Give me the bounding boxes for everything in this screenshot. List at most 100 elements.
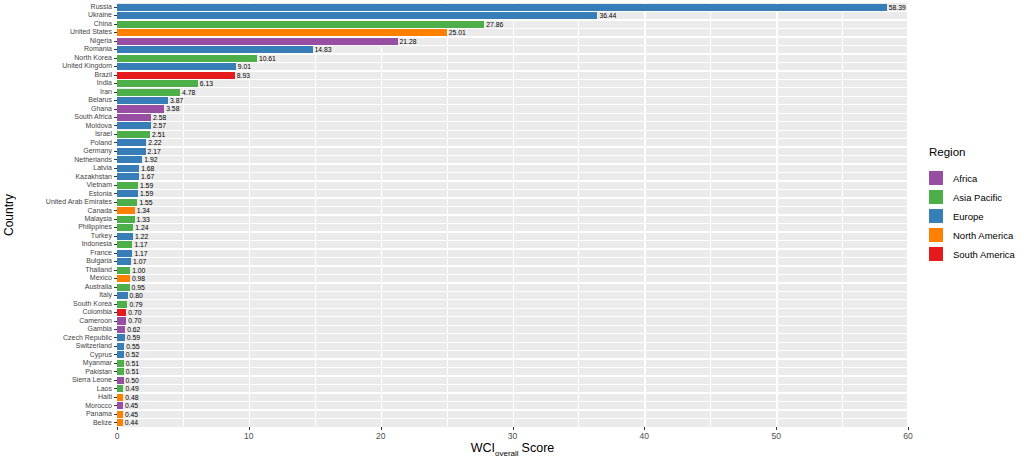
y-tick: [114, 15, 117, 16]
y-tick: [114, 236, 117, 237]
y-tick: [114, 422, 117, 423]
y-tick: [114, 295, 117, 296]
country-label: Belize: [0, 419, 112, 427]
bar: [117, 309, 126, 316]
x-axis-title-rest: Score: [522, 441, 555, 455]
bar-value-label: 4.78: [182, 89, 195, 96]
bar: [117, 63, 236, 70]
row-separator: [117, 96, 908, 97]
row-separator: [117, 401, 908, 402]
bar: [117, 21, 484, 28]
y-tick: [114, 346, 117, 347]
country-label: North Korea: [0, 54, 112, 62]
row-separator: [117, 274, 908, 275]
row-separator: [117, 206, 908, 207]
bar: [117, 411, 123, 418]
country-label: Switzerland: [0, 342, 112, 350]
x-tick-label: 50: [761, 431, 791, 441]
bar: [117, 351, 124, 358]
bar-value-label: 1.22: [135, 233, 148, 240]
bar: [117, 216, 135, 223]
bar-value-label: 2.17: [148, 148, 161, 155]
bar-value-label: 0.98: [132, 275, 145, 282]
country-label: United States: [0, 28, 112, 36]
y-tick: [114, 371, 117, 372]
x-tick-label: 30: [498, 431, 528, 441]
bar-value-label: 25.01: [449, 29, 466, 36]
y-tick: [114, 134, 117, 135]
country-label: China: [0, 20, 112, 28]
y-tick: [114, 7, 117, 8]
bar: [117, 80, 198, 87]
bar: [117, 419, 123, 426]
row-separator: [117, 375, 908, 376]
y-tick: [114, 244, 117, 245]
bar: [117, 131, 150, 138]
y-tick: [114, 117, 117, 118]
row-separator: [117, 248, 908, 249]
bar-value-label: 0.70: [128, 309, 141, 316]
x-axis-title-main: WCI: [471, 441, 495, 455]
bar-value-label: 1.07: [133, 258, 146, 265]
y-tick: [114, 151, 117, 152]
country-label: Morocco: [0, 402, 112, 410]
y-tick: [114, 227, 117, 228]
legend-swatch: [929, 171, 943, 185]
country-label: Pakistan: [0, 368, 112, 376]
row-separator: [117, 291, 908, 292]
x-tick: [249, 427, 250, 430]
bar-value-label: 0.95: [132, 284, 145, 291]
row-separator: [117, 367, 908, 368]
country-label: Colombia: [0, 308, 112, 316]
bar-value-label: 0.45: [125, 411, 138, 418]
bar: [117, 55, 257, 62]
bar: [117, 267, 130, 274]
row-separator: [117, 130, 908, 131]
x-tick: [908, 427, 909, 430]
y-tick: [114, 354, 117, 355]
country-label: Germany: [0, 147, 112, 155]
bar: [117, 97, 168, 104]
country-label: Bulgaria: [0, 257, 112, 265]
row-separator: [117, 121, 908, 122]
y-tick: [114, 388, 117, 389]
y-tick: [114, 159, 117, 160]
country-label: Haiti: [0, 393, 112, 401]
bar: [117, 122, 151, 129]
country-label: Mexico: [0, 274, 112, 282]
bar: [117, 301, 127, 308]
row-separator: [117, 214, 908, 215]
bar-value-label: 0.44: [125, 419, 138, 426]
legend-item-label: North America: [953, 230, 1013, 241]
country-label: Kazakhstan: [0, 173, 112, 181]
row-separator: [117, 333, 908, 334]
country-label: Malaysia: [0, 215, 112, 223]
bar: [117, 326, 125, 333]
bar-value-label: 21.28: [400, 38, 417, 45]
bar-value-label: 10.61: [259, 55, 276, 62]
bar-value-label: 0.59: [127, 334, 140, 341]
bar: [117, 250, 132, 257]
row-separator: [117, 163, 908, 164]
bar: [117, 165, 139, 172]
bar: [117, 199, 137, 206]
y-tick: [114, 270, 117, 271]
country-label: France: [0, 249, 112, 257]
country-label: Cameroon: [0, 317, 112, 325]
x-tick-label: 10: [234, 431, 264, 441]
bar: [117, 402, 123, 409]
bar-value-label: 0.50: [126, 377, 139, 384]
country-label: Brazil: [0, 71, 112, 79]
y-tick: [114, 58, 117, 59]
y-tick: [114, 337, 117, 338]
x-axis-title-subscript: overall: [495, 449, 519, 458]
y-tick: [114, 24, 117, 25]
x-axis-title: WCIoverallScore: [117, 441, 908, 458]
row-separator: [117, 231, 908, 232]
country-label: Russia: [0, 3, 112, 11]
bar-value-label: 0.80: [130, 292, 143, 299]
x-tick-label: 0: [102, 431, 132, 441]
legend-item-label: Europe: [953, 211, 984, 222]
bar-value-label: 1.59: [140, 182, 153, 189]
bar-value-label: 6.13: [200, 80, 213, 87]
